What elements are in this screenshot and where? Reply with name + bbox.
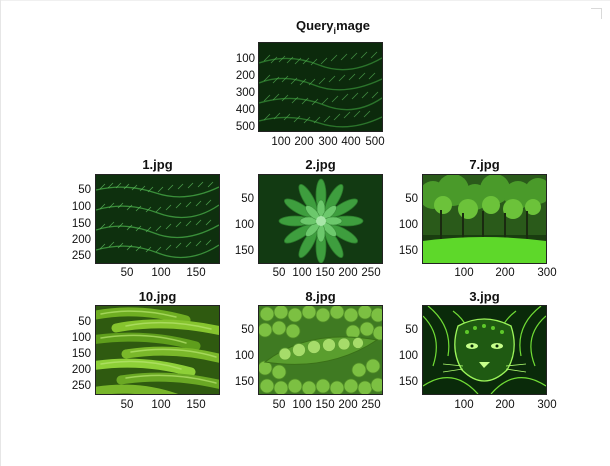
query-ytick: 400 — [235, 104, 255, 116]
result-xtick: 50 — [272, 399, 286, 411]
green-peppers-image — [96, 306, 219, 394]
succulent-plant-image — [259, 175, 382, 263]
result-ytick: 100 — [398, 350, 418, 362]
result-ytick: 50 — [78, 316, 91, 328]
query-title: Queryimage — [258, 18, 408, 36]
query-title-subscript: i — [333, 26, 337, 36]
result-title: 1.jpg — [142, 157, 173, 172]
result-ytick: 50 — [405, 324, 418, 336]
result-image-2 — [258, 174, 383, 264]
result-xtick: 100 — [454, 267, 474, 279]
result-ytick: 50 — [241, 324, 254, 336]
result-xtick: 150 — [315, 399, 335, 411]
result-xtick: 100 — [151, 399, 171, 411]
result-ytick: 100 — [71, 201, 91, 213]
query-ytick: 100 — [235, 53, 255, 65]
result-ytick: 200 — [71, 364, 91, 376]
result-xtick: 200 — [495, 267, 515, 279]
result-ytick: 150 — [234, 245, 254, 257]
result-xtick: 250 — [361, 399, 381, 411]
neon-leopard-image — [423, 306, 546, 394]
result-ytick: 150 — [398, 245, 418, 257]
result-ytick: 100 — [71, 332, 91, 344]
query-ytick: 200 — [235, 70, 255, 82]
query-ytick: 300 — [235, 87, 255, 99]
result-image-7 — [422, 174, 547, 264]
result-xtick: 200 — [338, 267, 358, 279]
fern-leaves-image — [259, 43, 382, 131]
result-ytick: 50 — [405, 193, 418, 205]
result-xtick: 150 — [315, 267, 335, 279]
window-top-border — [0, 0, 610, 1]
result-xtick: 250 — [361, 267, 381, 279]
result-title: 3.jpg — [469, 289, 500, 304]
result-xtick: 300 — [537, 267, 557, 279]
window-left-border — [0, 0, 1, 466]
result-xtick: 150 — [186, 399, 206, 411]
result-xtick: 50 — [120, 267, 134, 279]
result-title: 10.jpg — [138, 289, 177, 304]
result-ytick: 150 — [398, 376, 418, 388]
result-xtick: 150 — [186, 267, 206, 279]
query-ytick: 500 — [235, 121, 255, 133]
result-xtick: 100 — [292, 399, 312, 411]
query-xtick: 100 — [271, 136, 291, 148]
result-title: 2.jpg — [305, 157, 336, 172]
query-xtick: 300 — [318, 136, 338, 148]
result-xtick: 50 — [272, 267, 286, 279]
query-xtick: 200 — [294, 136, 314, 148]
result-ytick: 150 — [71, 218, 91, 230]
result-ytick: 50 — [241, 193, 254, 205]
result-image-3 — [422, 305, 547, 395]
result-image-10 — [95, 305, 220, 395]
result-xtick: 100 — [292, 267, 312, 279]
result-title: 8.jpg — [305, 289, 336, 304]
result-image-1 — [95, 174, 220, 264]
result-xtick: 100 — [454, 399, 474, 411]
query-xtick: 400 — [341, 136, 361, 148]
result-image-8 — [258, 305, 383, 395]
result-ytick: 200 — [71, 234, 91, 246]
result-ytick: 150 — [234, 376, 254, 388]
result-xtick: 200 — [338, 399, 358, 411]
result-ytick: 150 — [71, 348, 91, 360]
query-title-main: Query — [295, 18, 334, 33]
fern-leaves-image — [96, 175, 219, 263]
result-title: 7.jpg — [469, 157, 500, 172]
result-ytick: 50 — [78, 184, 91, 196]
result-xtick: 300 — [537, 399, 557, 411]
green-forest-lawn-image — [423, 175, 546, 263]
result-ytick: 250 — [71, 380, 91, 392]
result-ytick: 100 — [234, 219, 254, 231]
query-title-rest: mage — [336, 18, 371, 33]
green-peas-image — [259, 306, 382, 394]
query-xtick: 500 — [365, 136, 385, 148]
result-ytick: 100 — [398, 219, 418, 231]
result-xtick: 50 — [120, 399, 134, 411]
result-xtick: 100 — [151, 267, 171, 279]
result-xtick: 200 — [495, 399, 515, 411]
result-ytick: 100 — [234, 350, 254, 362]
query-image — [258, 42, 383, 132]
result-ytick: 250 — [71, 250, 91, 262]
corner-mark — [591, 8, 602, 19]
